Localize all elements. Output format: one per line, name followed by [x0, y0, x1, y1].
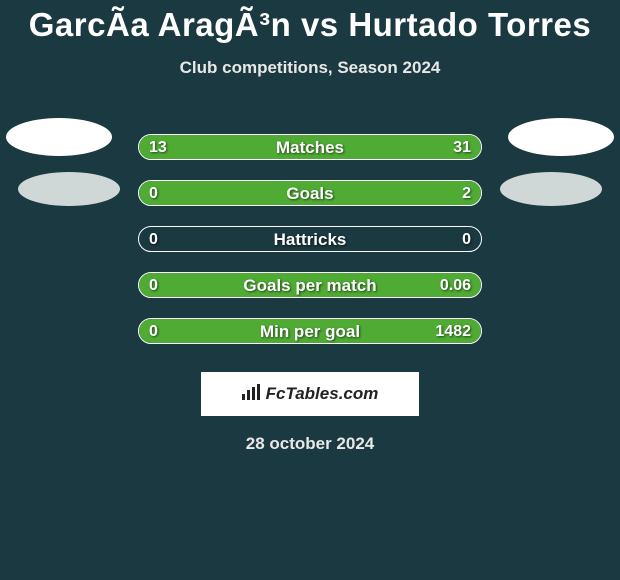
bar-label: Goals [139, 181, 481, 206]
value-right: 31 [453, 135, 471, 160]
comparison-rows: Matches1331Goals02Hattricks00Goals per m… [0, 124, 620, 354]
bar-track: Goals0 2 [138, 180, 482, 206]
page-subtitle: Club competitions, Season 2024 [0, 58, 620, 78]
bar-label: Goals per match [139, 273, 481, 298]
value-right: 1482 [435, 319, 471, 344]
bar-label: Matches [139, 135, 481, 160]
chart-icon [242, 384, 262, 405]
value-left: 13 [149, 135, 167, 160]
site-logo[interactable]: FcTables.com [201, 372, 419, 416]
bar-track: Hattricks0 0 [138, 226, 482, 252]
comparison-row: Hattricks0 0 [0, 216, 620, 262]
date-label: 28 october 2024 [0, 434, 620, 454]
comparison-row: Goals per match0 0.06 [0, 262, 620, 308]
value-left: 0 [149, 319, 158, 344]
page-title: GarcÃ­a AragÃ³n vs Hurtado Torres [0, 0, 620, 44]
value-left: 0 [149, 273, 158, 298]
bar-track: Min per goal0 1482 [138, 318, 482, 344]
bar-track: Goals per match0 0.06 [138, 272, 482, 298]
value-left: 0 [149, 227, 158, 252]
comparison-row: Goals0 2 [0, 170, 620, 216]
value-right: 0.06 [440, 273, 471, 298]
bar-label: Min per goal [139, 319, 481, 344]
comparison-row: Min per goal0 1482 [0, 308, 620, 354]
value-right: 0 [462, 227, 471, 252]
bar-label: Hattricks [139, 227, 481, 252]
comparison-row: Matches13 31 [0, 124, 620, 170]
value-right: 2 [462, 181, 471, 206]
logo-text: FcTables.com [266, 384, 379, 404]
bar-track: Matches13 31 [138, 134, 482, 160]
value-left: 0 [149, 181, 158, 206]
